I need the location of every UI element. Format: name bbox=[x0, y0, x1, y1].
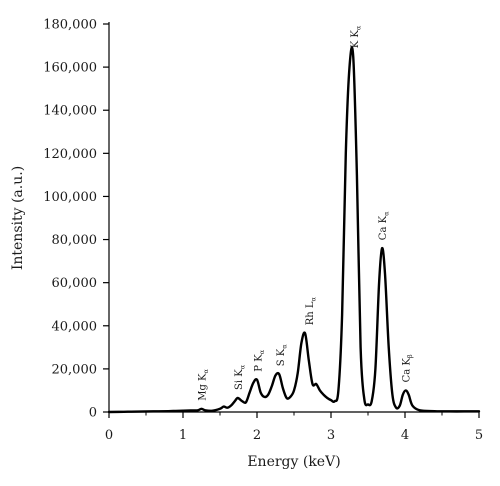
x-tick-label: 2 bbox=[253, 428, 261, 443]
peak-label: Si Kα bbox=[234, 364, 247, 390]
y-tick-label: 180,000 bbox=[43, 18, 97, 33]
peak-label: Mg Kα bbox=[198, 369, 211, 401]
peak-label: K Kα bbox=[350, 25, 363, 48]
y-tick-label: 80,000 bbox=[52, 233, 98, 248]
y-tick-label: 160,000 bbox=[43, 61, 97, 76]
x-tick-label: 3 bbox=[327, 428, 335, 443]
x-tick-label: 1 bbox=[179, 428, 187, 443]
x-tick-label: 4 bbox=[401, 428, 409, 443]
peak-label: Rh Lα bbox=[305, 297, 318, 326]
y-tick-label: 60,000 bbox=[52, 276, 98, 291]
y-tick-label: 140,000 bbox=[43, 104, 97, 119]
peak-label: Ca Kα bbox=[378, 211, 391, 240]
y-axis-ticks: 0 20,000 40,000 60,000 80,000 100,000 120,000 1… bbox=[43, 18, 109, 421]
x-axis-ticks: 0 1 2 3 4 5 bbox=[105, 412, 483, 443]
peak-label: P Kα bbox=[254, 349, 267, 371]
peak-label: Ca Kβ bbox=[402, 354, 415, 382]
peak-label: S Kα bbox=[276, 344, 289, 367]
spectrum-line bbox=[107, 46, 481, 414]
y-tick-label: 120,000 bbox=[43, 147, 97, 162]
y-tick-label: 20,000 bbox=[52, 362, 98, 377]
y-tick-label: 0 bbox=[89, 406, 97, 421]
x-axis-title: Energy (keV) bbox=[247, 454, 340, 470]
peak-labels: Mg Kα Si Kα P Kα S Kα Rh Lα K Kα Ca Kα Ca Kβ bbox=[198, 25, 415, 401]
y-axis-title: Intensity (a.u.) bbox=[10, 166, 26, 270]
y-tick-label: 100,000 bbox=[43, 190, 97, 205]
y-tick-label: 40,000 bbox=[52, 319, 98, 334]
x-tick-label: 5 bbox=[475, 428, 483, 443]
x-tick-label: 0 bbox=[105, 428, 113, 443]
